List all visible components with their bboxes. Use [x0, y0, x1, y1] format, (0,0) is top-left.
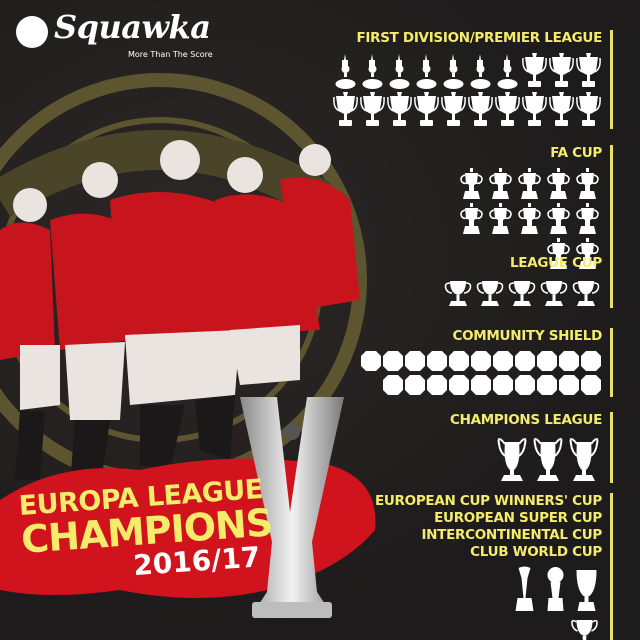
community-shield-icon [559, 375, 579, 395]
community-shield-icon [449, 351, 469, 371]
fa-cup-trophy-icon [489, 168, 512, 199]
community-shield-icon [515, 375, 535, 395]
champions-league-trophy-icon [533, 438, 563, 481]
fa-cup-trophy-icon [547, 168, 570, 199]
fa-cup-trophy-icon [518, 168, 541, 199]
section-fa-cup: FA CUP [440, 145, 613, 271]
league-cup-trophy-icon [444, 281, 472, 306]
trophy-icons [442, 276, 602, 308]
community-shield-icon [405, 351, 425, 371]
section-community-shield: COMMUNITY SHIELD [352, 328, 613, 397]
fa-cup-trophy-icon [547, 238, 570, 269]
community-shield-icon [449, 375, 469, 395]
first-division-trophy-icon [443, 54, 464, 89]
players-celebrating-photo [0, 140, 360, 490]
cup-winners-cup-trophy-icon [571, 619, 598, 640]
community-shield-icon [383, 351, 403, 371]
fa-cup-trophy-icon [460, 168, 483, 199]
fa-cup-trophy-icon [576, 238, 599, 269]
fa-cup-trophy-icon [547, 203, 570, 234]
community-shield-icon [537, 375, 557, 395]
first-division-trophy-icon [416, 54, 437, 89]
fa-cup-trophy-icon [576, 168, 599, 199]
headline: EUROPA LEAGUE CHAMPIONS 2016/17 [18, 474, 275, 588]
section-title: FA CUP [550, 145, 602, 161]
premier-league-trophy-icon [495, 92, 520, 126]
premier-league-trophy-icon [360, 92, 385, 126]
section-title: INTERCONTINENTAL CUP [421, 527, 602, 543]
club-world-cup-trophy-icon [515, 566, 534, 611]
first-division-trophy-icon [335, 54, 356, 89]
fa-cup-trophy-icon [489, 203, 512, 234]
section-first-division-premier-league: FIRST DIVISION/PREMIER LEAGUE [332, 30, 613, 129]
section-title: COMMUNITY SHIELD [452, 328, 603, 344]
section-title: EUROPEAN CUP WINNERS' CUP [374, 493, 602, 509]
squawka-logo[interactable]: Squawka More Than The Score [16, 8, 216, 60]
premier-league-trophy-icon [441, 92, 466, 126]
fa-cup-trophy-icon [518, 203, 541, 234]
community-shield-icon [537, 351, 557, 371]
community-shield-icon [405, 375, 425, 395]
section-other-cups: EUROPEAN CUP WINNERS' CUP EUROPEAN SUPER … [375, 493, 613, 640]
brand-name: Squawka [54, 8, 211, 46]
community-shield-icon [493, 351, 513, 371]
community-shield-icon [471, 375, 491, 395]
trophy-icons [492, 433, 602, 483]
first-division-trophy-icon [470, 54, 491, 89]
league-cup-trophy-icon [572, 281, 600, 306]
europa-league-trophy [240, 397, 344, 618]
super-cup-trophy-icon [576, 570, 597, 611]
community-shield-icon [581, 375, 601, 395]
intercontinental-cup-trophy-icon [547, 567, 564, 611]
community-shield-icon [515, 351, 535, 371]
premier-league-trophy-icon [576, 92, 601, 126]
trophy-icons [332, 51, 602, 129]
trophy-icons [492, 565, 602, 640]
league-cup-trophy-icon [508, 281, 536, 306]
community-shield-icon [427, 351, 447, 371]
brand-tagline: More Than The Score [128, 50, 213, 59]
community-shield-icon [361, 351, 381, 371]
section-title: EUROPEAN SUPER CUP [434, 510, 602, 526]
premier-league-trophy-icon [576, 53, 601, 87]
community-shield-icon [559, 351, 579, 371]
league-cup-trophy-icon [476, 281, 504, 306]
premier-league-trophy-icon [387, 92, 412, 126]
community-shield-icon [493, 375, 513, 395]
league-cup-trophy-icon [540, 281, 568, 306]
fa-cup-trophy-icon [460, 203, 483, 234]
first-division-trophy-icon [389, 54, 410, 89]
section-title: CLUB WORLD CUP [470, 544, 602, 560]
section-title: FIRST DIVISION/PREMIER LEAGUE [356, 30, 602, 46]
trophy-icons [352, 349, 602, 397]
community-shield-icon [471, 351, 491, 371]
community-shield-icon [383, 375, 403, 395]
fa-cup-trophy-icon [576, 203, 599, 234]
trophy-icons [440, 166, 602, 271]
section-league-cup: LEAGUE CUP [442, 255, 613, 308]
first-division-trophy-icon [497, 54, 518, 89]
premier-league-trophy-icon [549, 53, 574, 87]
premier-league-trophy-icon [522, 92, 547, 126]
champions-league-trophy-icon [569, 438, 599, 481]
squawka-swirl-icon [16, 16, 48, 48]
section-title: CHAMPIONS LEAGUE [450, 412, 602, 428]
premier-league-trophy-icon [468, 92, 493, 126]
premier-league-trophy-icon [333, 92, 358, 126]
champions-league-trophy-icon [497, 438, 527, 481]
first-division-trophy-icon [362, 54, 383, 89]
premier-league-trophy-icon [414, 92, 439, 126]
section-champions-league: CHAMPIONS LEAGUE [450, 412, 613, 483]
premier-league-trophy-icon [549, 92, 574, 126]
premier-league-trophy-icon [522, 53, 547, 87]
community-shield-icon [581, 351, 601, 371]
community-shield-icon [427, 375, 447, 395]
section-title: LEAGUE CUP [509, 255, 602, 271]
